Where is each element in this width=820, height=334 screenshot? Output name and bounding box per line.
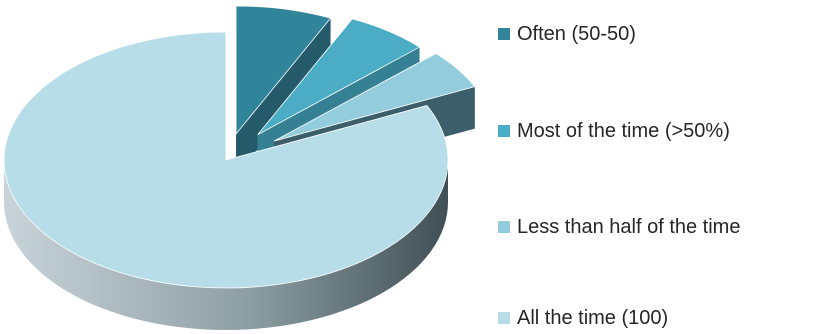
slice-all-the-time <box>3 31 449 289</box>
legend-item-most-of-the-time: Most of the time (>50%) <box>498 119 730 143</box>
legend-swatch-often <box>498 28 510 40</box>
pie-plot-area <box>3 5 476 330</box>
slice-less-than-half <box>273 53 476 142</box>
slice-most-of-the-time <box>257 18 421 136</box>
chart-legend: Often (50-50) Most of the time (>50%) Le… <box>498 0 820 334</box>
slice-side-all-the-time <box>4 160 448 330</box>
legend-item-all-the-time: All the time (100) <box>498 306 668 330</box>
legend-item-less-than-half: Less than half of the time <box>498 215 740 239</box>
legend-swatch-all-the-time <box>498 312 510 324</box>
legend-label-less-than-half: Less than half of the time <box>517 216 741 238</box>
legend-label-most-of-the-time: Most of the time (>50%) <box>517 120 730 142</box>
legend-item-often: Often (50-50) <box>498 22 636 46</box>
legend-label-all-the-time: All the time (100) <box>517 307 669 329</box>
legend-swatch-most-of-the-time <box>498 125 510 137</box>
legend-label-often: Often (50-50) <box>517 23 636 45</box>
legend-swatch-less-than-half <box>498 221 510 233</box>
slice-often <box>235 5 332 136</box>
